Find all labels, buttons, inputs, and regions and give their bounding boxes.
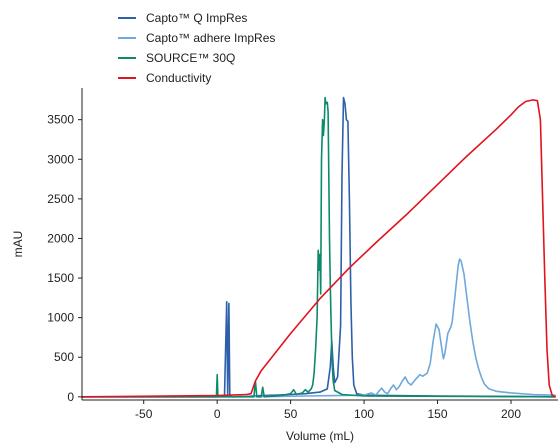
legend-label-2: Capto™ adhere ImpRes bbox=[146, 31, 275, 45]
x-axis-title: Volume (mL) bbox=[286, 429, 354, 443]
y-tick-label: 2000 bbox=[47, 231, 74, 245]
series-line-3 bbox=[81, 96, 556, 398]
x-tick-label: 200 bbox=[501, 407, 521, 421]
x-tick-label: 150 bbox=[428, 407, 448, 421]
series-line-1 bbox=[81, 96, 556, 398]
legend: Capto™ Q ImpRes Capto™ adhere ImpRes SOURC… bbox=[118, 11, 275, 85]
x-tick-label: 100 bbox=[354, 407, 374, 421]
legend-label-3: SOURCE™ 30Q bbox=[146, 51, 235, 65]
legend-label-4: Conductivity bbox=[146, 71, 211, 85]
x-tick-label: 50 bbox=[284, 407, 298, 421]
y-tick-label: 500 bbox=[54, 350, 74, 364]
y-axis-title: mAU bbox=[11, 231, 25, 258]
plot-series bbox=[81, 96, 556, 398]
y-tick-label: 2500 bbox=[47, 192, 74, 206]
y-tick-label: 3000 bbox=[47, 152, 74, 166]
series-line-4 bbox=[81, 99, 556, 398]
legend-label-1: Capto™ Q ImpRes bbox=[146, 11, 247, 25]
y-tick-label: 1000 bbox=[47, 311, 74, 325]
x-tick-label: -50 bbox=[135, 407, 153, 421]
y-tick-label: 1500 bbox=[47, 271, 74, 285]
y-tick-label: 3500 bbox=[47, 113, 74, 127]
y-tick-label: 0 bbox=[67, 390, 74, 404]
series-line-2 bbox=[81, 258, 556, 398]
x-tick-label: 0 bbox=[214, 407, 221, 421]
axes bbox=[81, 88, 558, 401]
x-ticks: -50 0 50 100 150 200 bbox=[135, 400, 521, 421]
y-ticks: 0 500 1000 1500 2000 2500 3000 3500 bbox=[47, 113, 82, 404]
